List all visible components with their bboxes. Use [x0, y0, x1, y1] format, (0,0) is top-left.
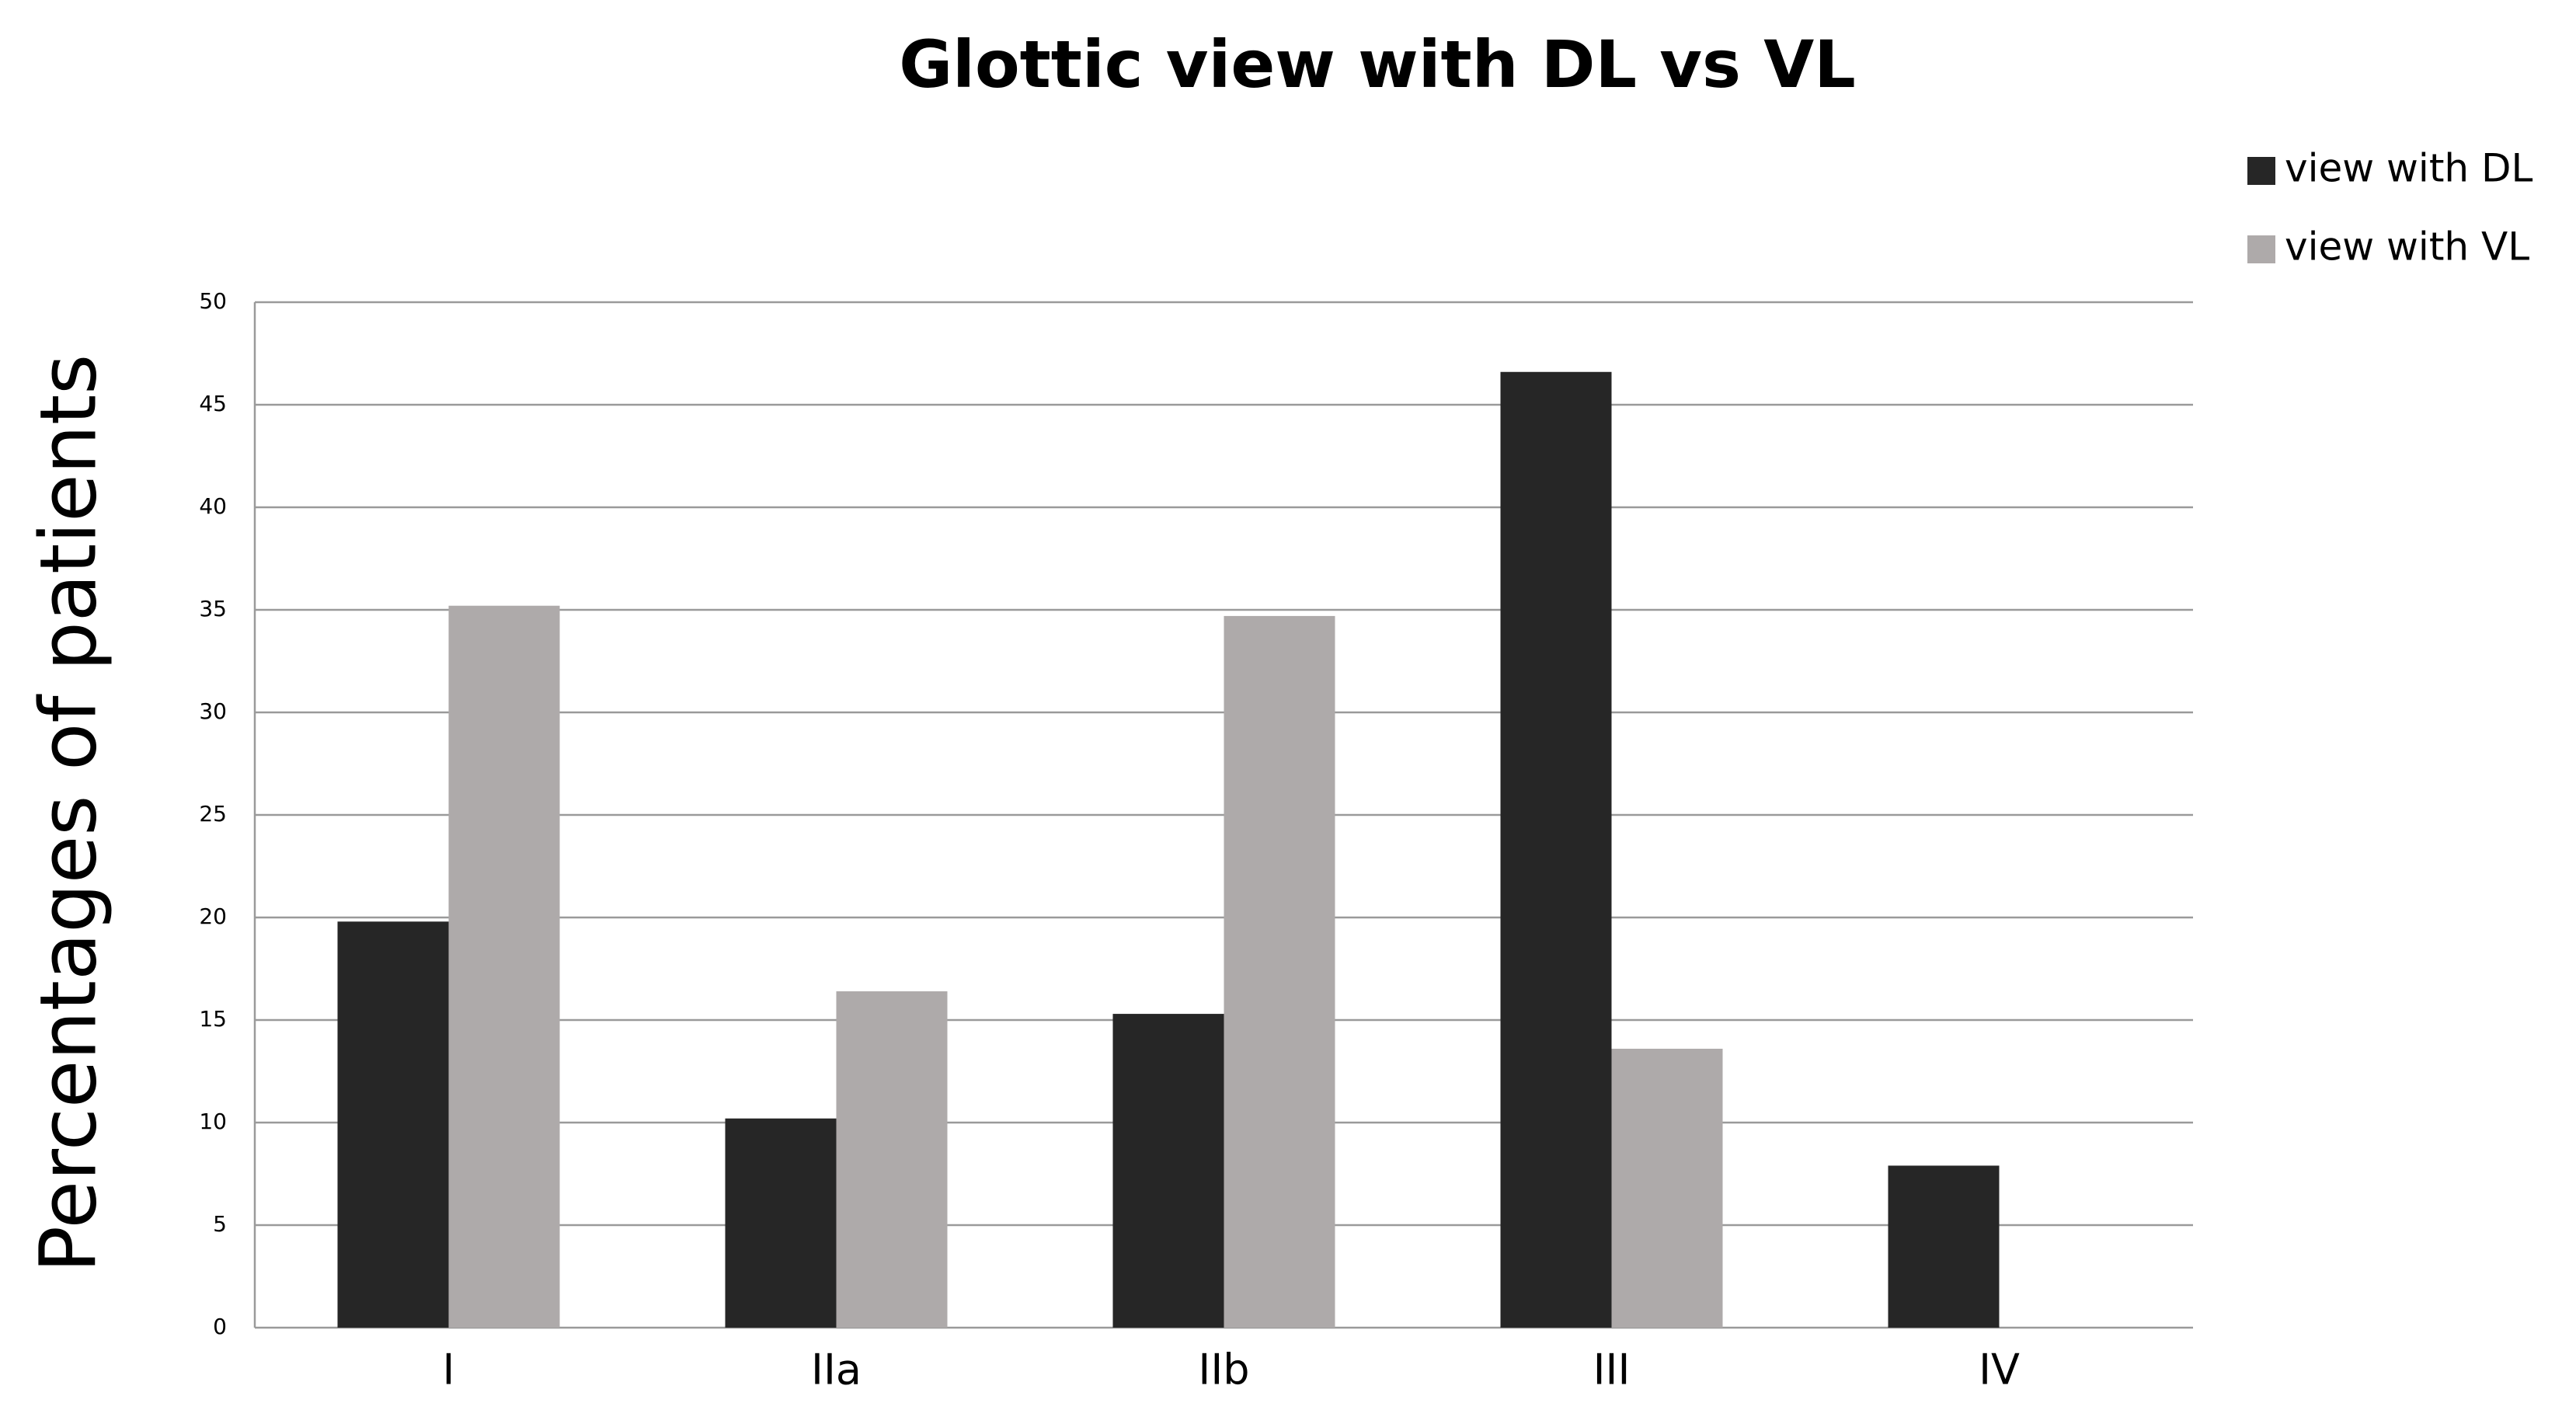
- bar: [836, 991, 948, 1328]
- bar: [1112, 1014, 1224, 1328]
- y-tick-label: 10: [199, 1109, 227, 1134]
- y-axis-label: Percentages of patients: [23, 354, 113, 1273]
- x-tick-label: III: [1593, 1346, 1631, 1394]
- bar: [1888, 1165, 2000, 1328]
- y-tick-label: 45: [199, 391, 227, 416]
- y-tick-label: 50: [199, 288, 227, 314]
- chart-title: Glottic view with DL vs VL: [899, 26, 1856, 103]
- y-tick-label: 5: [213, 1211, 227, 1237]
- y-tick-label: 30: [199, 698, 227, 724]
- y-tick-label: 20: [199, 903, 227, 929]
- legend-swatch: [2247, 157, 2275, 185]
- bar: [448, 605, 560, 1328]
- legend-label: view with DL: [2285, 146, 2533, 191]
- bar: [1500, 371, 1612, 1328]
- x-tick-label: IV: [1979, 1346, 2020, 1394]
- x-tick-label: IIb: [1198, 1346, 1249, 1394]
- y-tick-label: 40: [199, 493, 227, 519]
- bar: [1224, 615, 1335, 1328]
- y-tick-label: 0: [213, 1314, 227, 1339]
- bar: [725, 1118, 837, 1328]
- bar: [337, 921, 449, 1328]
- x-tick-label: I: [443, 1346, 455, 1394]
- y-tick-label: 35: [199, 596, 227, 621]
- bar: [1611, 1048, 1723, 1328]
- x-tick-label: IIa: [811, 1346, 862, 1394]
- y-tick-label: 25: [199, 801, 227, 827]
- y-tick-label: 15: [199, 1006, 227, 1032]
- legend-swatch: [2247, 235, 2275, 263]
- legend-label: view with VL: [2285, 225, 2529, 270]
